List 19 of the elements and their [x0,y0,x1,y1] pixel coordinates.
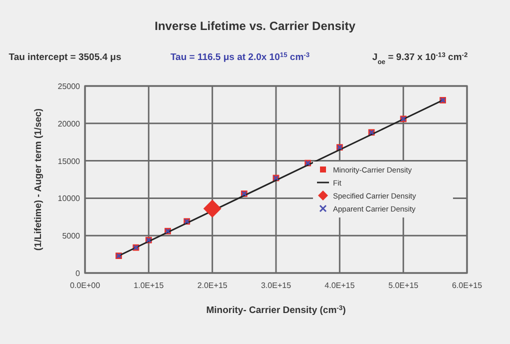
x-tick-label: 0.0E+00 [70,281,101,290]
chart-title: Inverse Lifetime vs. Carrier Density [154,19,356,33]
y-axis-title: (1/Lifetime) - Auger term (1/sec) [33,108,44,251]
y-tick-label: 10000 [58,194,81,204]
text: Tau = 116.5 μs at 2.0x 10$^{15}$ cm$^{-3}$ [170,52,310,63]
x-tick-label: 4.0E+15 [324,281,356,290]
text: Tau intercept = 3505.4 μs [8,52,122,63]
text: J$_{oe}$ = 9.37 x 10$^{-13}$ cm$^{-2}$ [372,52,468,66]
y-tick-label: 0 [76,269,81,278]
y-tick-label: 20000 [58,119,81,128]
x-tick-label: 3.0E+15 [260,281,292,290]
x-tick-label: 5.0E+15 [388,281,419,290]
x-axis-title: Minority- Carrier Density (cm$^{-3}$) [206,304,346,316]
y-tick-label: 5000 [62,232,81,241]
y-tick-label: 15000 [58,156,81,166]
y-tick-label: 25000 [58,82,81,91]
x-tick-label: 6.0E+15 [452,281,483,290]
x-tick-label: 1.0E+15 [134,281,164,290]
x-tick-label: 2.0E+15 [197,281,228,290]
